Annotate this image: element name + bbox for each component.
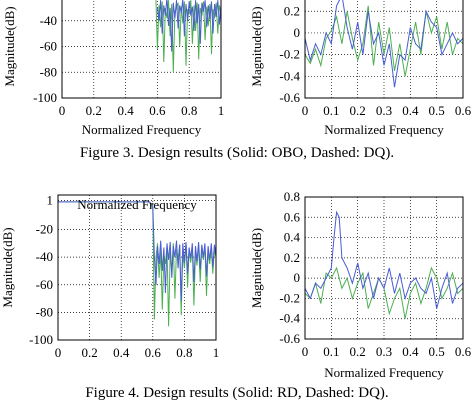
x-tick-label: 0.3 <box>376 103 392 118</box>
x-tick-label: 0.2 <box>350 103 366 118</box>
x-tick-label: 1 <box>218 103 225 118</box>
x-tick-label: 0.1 <box>323 344 339 359</box>
x-tick-label: 0 <box>302 344 309 359</box>
x-tick-label: 0.8 <box>176 345 192 360</box>
y-tick-label: 0.2 <box>284 250 300 265</box>
fig3-left-series-dashed <box>156 0 222 52</box>
x-axis-label: Normalized Frequency <box>324 122 444 137</box>
y-tick-label: -80 <box>40 64 57 79</box>
x-tick-label: 0 <box>55 345 62 360</box>
y-axis-label: Magnitude(dB) <box>0 227 15 307</box>
plot-frame <box>304 0 464 99</box>
y-tick-label: -0.6 <box>279 90 300 105</box>
y-axis-label: Magnitude(dB) <box>249 228 264 308</box>
y-tick-label: -80 <box>36 304 53 319</box>
y-tick-label: -20 <box>36 222 53 237</box>
plot-frame <box>304 196 464 340</box>
x-tick-label: 0.2 <box>81 345 97 360</box>
x-tick-label: 0.3 <box>376 344 392 359</box>
x-tick-label: 0.4 <box>113 345 130 360</box>
fig3-right-series-solid <box>304 5 464 77</box>
y-tick-label: -100 <box>33 90 57 105</box>
y-tick-label: 0 <box>294 25 301 40</box>
fig4-right-chart: 0 0.1 0.2 0.3 0.4 0.5 0.6 0.8 0.6 0.4 0.2 0 -0.2 -0.4… <box>249 189 472 380</box>
x-axis-label: Normalized Frequency <box>82 122 202 137</box>
x-tick-label: 0.6 <box>145 345 162 360</box>
y-tick-label: 0.6 <box>284 209 301 224</box>
fig3-right-series-dashed <box>304 0 464 88</box>
x-tick-label: 0.4 <box>117 103 134 118</box>
fig3-right-chart: 0 0.1 0.2 0.3 0.4 0.5 0.6 0.2 0 -0.2 -0.4 -0.6 Norma… <box>249 0 472 137</box>
figure3-caption: Figure 3. Design results (Solid: OBO, Da… <box>79 145 395 161</box>
x-tick-label: 0 <box>59 103 66 118</box>
y-axis-label: Magnitude(dB) <box>249 6 264 86</box>
y-tick-label: -0.2 <box>279 47 300 62</box>
y-axis-label: Magnitude(dB) <box>2 6 17 86</box>
y-tick-label: -40 <box>40 13 57 28</box>
y-tick-label: -0.4 <box>279 311 300 326</box>
y-tick-label: -0.2 <box>279 290 300 305</box>
x-tick-label: 0.5 <box>429 103 445 118</box>
y-tick-label: 0.8 <box>284 189 300 204</box>
x-tick-label: 0.2 <box>350 344 366 359</box>
fig4-left-chart: 0 0.2 0.4 0.6 0.8 1 1 -20 -40 -60 -80 -100 Magnitude… <box>0 193 219 360</box>
plot-frame <box>61 0 222 99</box>
fig3-left-chart: 0 0.2 0.4 0.6 0.8 1 -40 -60 -80 -100 Normalized Fr… <box>2 0 224 137</box>
y-tick-label: 0 <box>294 270 301 285</box>
x-tick-label: 0.4 <box>402 103 419 118</box>
fig4-left-series-solid <box>58 201 217 327</box>
y-tick-label: 1 <box>47 193 54 208</box>
x-tick-label: 0.6 <box>455 344 472 359</box>
y-tick-label: -0.6 <box>279 331 300 346</box>
y-tick-label: 0.2 <box>284 3 300 18</box>
y-tick-label: -60 <box>40 39 57 54</box>
fig4-left-inner-label: Normalized Frequency <box>77 197 197 212</box>
y-tick-label: 0.4 <box>284 230 301 245</box>
x-tick-label: 0.8 <box>181 103 197 118</box>
y-tick-label: -0.4 <box>279 68 300 83</box>
x-tick-label: 0.6 <box>149 103 166 118</box>
x-tick-label: 0.1 <box>323 103 339 118</box>
fig4-right-series-dashed <box>304 210 464 309</box>
x-tick-label: 0 <box>302 103 309 118</box>
y-tick-label: -100 <box>29 332 53 347</box>
x-tick-label: 0.5 <box>429 344 445 359</box>
x-tick-label: 0.6 <box>455 103 472 118</box>
figure4-caption: Figure 4. Design results (Solid: RD, Das… <box>85 385 389 401</box>
x-tick-label: 0.2 <box>86 103 102 118</box>
x-tick-label: 1 <box>213 345 220 360</box>
y-tick-label: -40 <box>36 249 53 264</box>
fig4-left-series-dashed <box>58 201 217 302</box>
x-axis-label: Normalized Frequency <box>324 365 444 380</box>
plot-frame <box>57 194 217 341</box>
x-tick-label: 0.4 <box>402 344 419 359</box>
y-tick-label: -60 <box>36 277 53 292</box>
